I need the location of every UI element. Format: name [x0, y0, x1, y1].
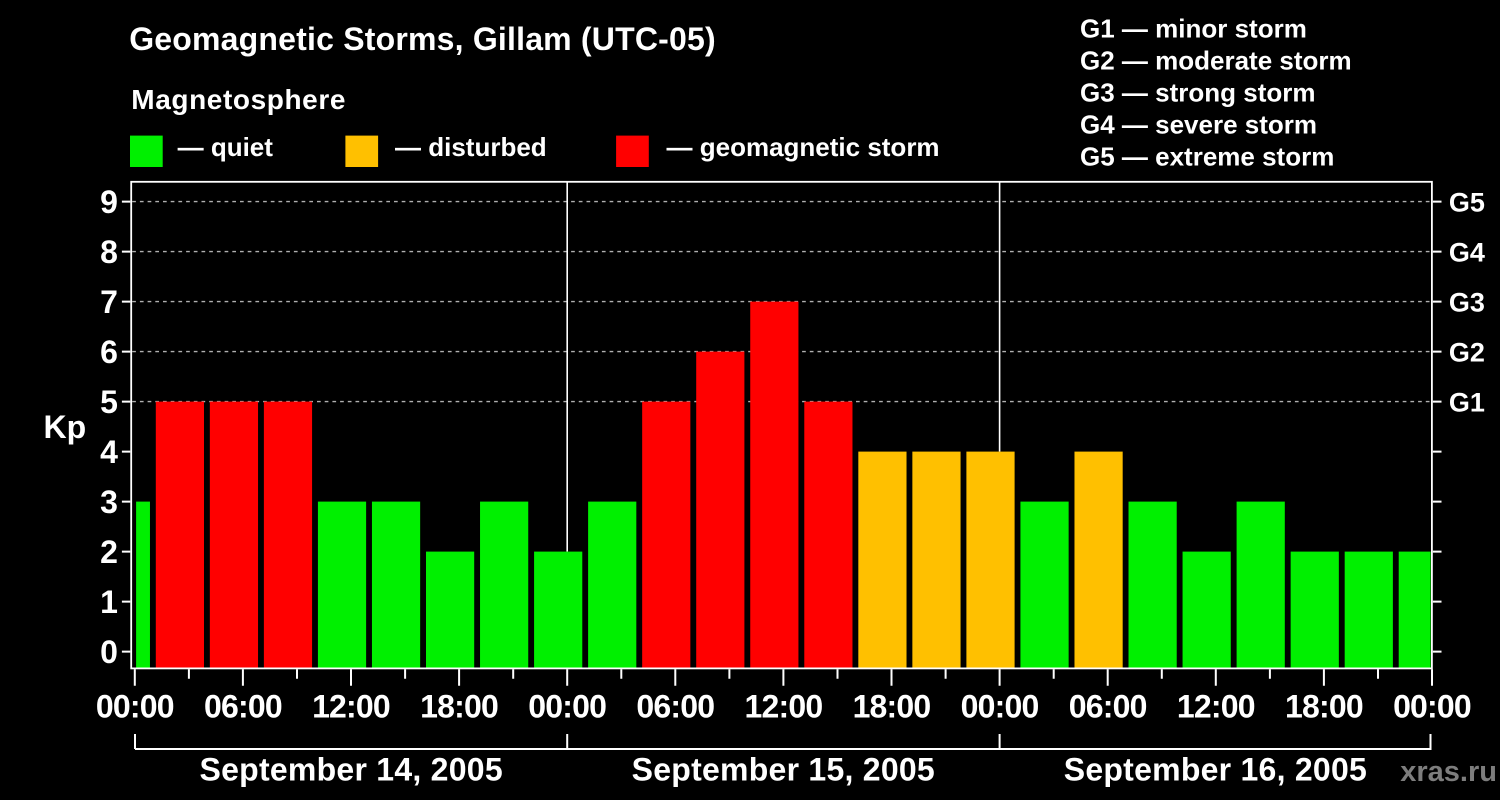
svg-text:G3: G3 — [1449, 288, 1485, 318]
svg-text:18:00: 18:00 — [853, 689, 931, 725]
svg-text:00:00: 00:00 — [96, 689, 174, 725]
svg-text:Magnetosphere: Magnetosphere — [131, 84, 346, 115]
svg-text:September 16, 2005: September 16, 2005 — [1064, 751, 1367, 787]
svg-text:G3 — strong storm: G3 — strong storm — [1080, 78, 1315, 108]
svg-text:Geomagnetic Storms, Gillam (UT: Geomagnetic Storms, Gillam (UTC-05) — [129, 21, 716, 57]
svg-text:12:00: 12:00 — [1177, 689, 1255, 725]
svg-text:06:00: 06:00 — [636, 689, 714, 725]
svg-text:G2 — moderate storm: G2 — moderate storm — [1080, 46, 1352, 76]
svg-text:00:00: 00:00 — [961, 689, 1039, 725]
svg-text:G4: G4 — [1449, 238, 1485, 268]
svg-text:06:00: 06:00 — [204, 689, 282, 725]
svg-text:— quiet: — quiet — [178, 132, 274, 162]
svg-text:18:00: 18:00 — [1285, 689, 1363, 725]
svg-text:— geomagnetic storm: — geomagnetic storm — [667, 132, 940, 162]
svg-text:06:00: 06:00 — [1069, 689, 1147, 725]
svg-text:18:00: 18:00 — [420, 689, 498, 725]
svg-text:3: 3 — [100, 484, 118, 520]
svg-text:9: 9 — [100, 184, 118, 220]
svg-text:G2: G2 — [1449, 338, 1485, 368]
svg-text:00:00: 00:00 — [1393, 689, 1471, 725]
svg-text:2: 2 — [100, 534, 118, 570]
svg-text:0: 0 — [100, 634, 118, 670]
svg-text:1: 1 — [100, 584, 118, 620]
svg-text:Kp: Kp — [44, 409, 87, 445]
svg-text:G4 — severe storm: G4 — severe storm — [1080, 110, 1317, 140]
svg-text:4: 4 — [100, 434, 118, 470]
svg-text:— disturbed: — disturbed — [395, 132, 547, 162]
svg-text:G1: G1 — [1449, 388, 1485, 418]
svg-text:September 14, 2005: September 14, 2005 — [200, 751, 503, 787]
svg-text:G5: G5 — [1449, 188, 1485, 218]
svg-text:xras.ru: xras.ru — [1400, 756, 1497, 788]
svg-text:00:00: 00:00 — [528, 689, 606, 725]
svg-text:8: 8 — [100, 234, 118, 270]
svg-text:12:00: 12:00 — [744, 689, 822, 725]
svg-text:7: 7 — [100, 284, 118, 320]
svg-text:12:00: 12:00 — [312, 689, 390, 725]
svg-text:5: 5 — [100, 384, 118, 420]
svg-text:September 15, 2005: September 15, 2005 — [632, 751, 935, 787]
svg-text:6: 6 — [100, 334, 118, 370]
svg-text:G1 — minor storm: G1 — minor storm — [1080, 14, 1307, 44]
svg-text:G5 — extreme storm: G5 — extreme storm — [1080, 142, 1334, 172]
